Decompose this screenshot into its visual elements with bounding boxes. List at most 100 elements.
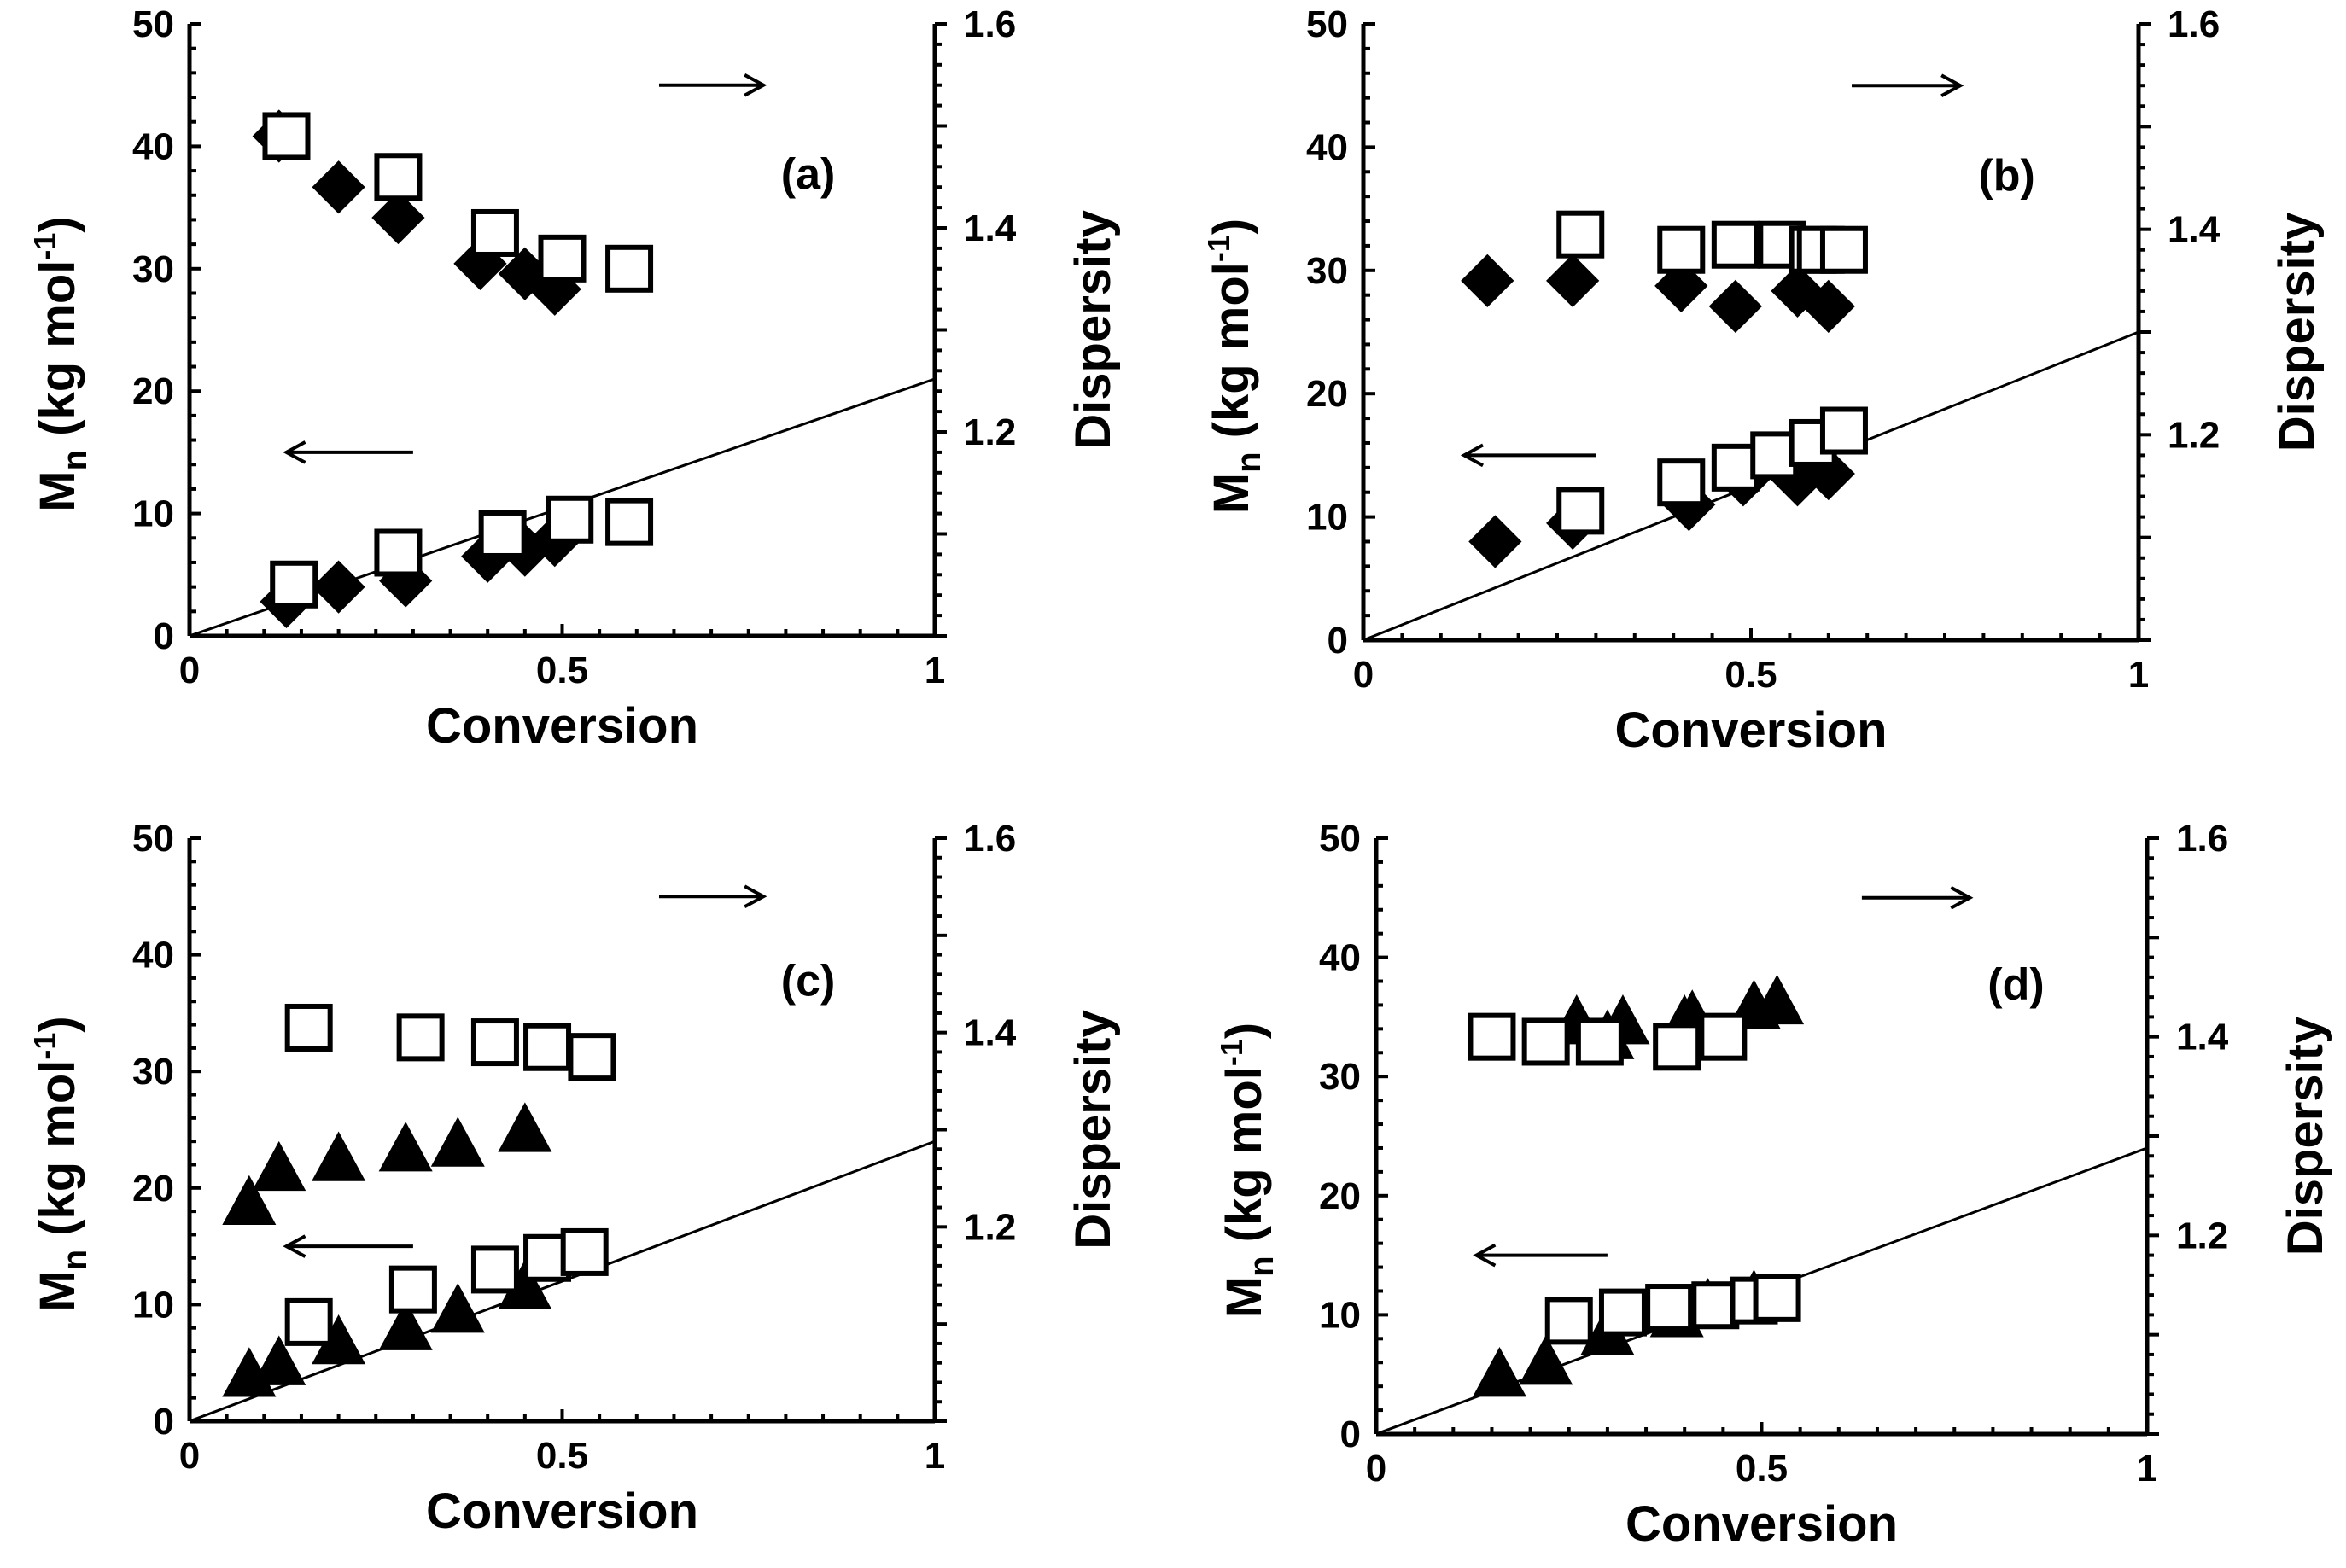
data-point-triangle [222, 1175, 277, 1226]
data-point-diamond [312, 160, 365, 214]
data-point-square [470, 1245, 519, 1294]
mn-axis-arrow-head [283, 440, 306, 464]
data-point-square [478, 510, 527, 558]
y2-axis-title: Dispersity [1065, 210, 1121, 449]
y-axis-title: Mn (kg mol-1) [27, 216, 94, 511]
y-tick-label: 30 [1319, 1056, 1361, 1098]
y2-tick-label: 1.2 [964, 411, 1016, 453]
chart-panel-c: 0 10 20 30 40 50 1.2 1.4 1.6 0 0.5 1 Conversion Mn (k… [27, 818, 1121, 1539]
data-point-square [284, 1003, 333, 1052]
y-axis-title-sup: -1 [1214, 1039, 1249, 1066]
x-tick-label: 0.5 [1736, 1448, 1788, 1489]
y-tick-label: 10 [1319, 1294, 1361, 1336]
data-point-square [470, 1018, 519, 1067]
series-dispersity-open [284, 1003, 616, 1081]
x-tick-label: 0 [179, 1435, 200, 1477]
y-axis-title-sup: -1 [27, 233, 62, 260]
data-point-triangle [252, 1140, 306, 1192]
dispersity-axis-arrow [658, 73, 767, 97]
y-axis-title-unit: (kg mol [30, 1060, 85, 1250]
y-axis-title-sup: -1 [1201, 235, 1236, 262]
y2-tick-label: 1.6 [964, 3, 1016, 45]
y-tick-label: 40 [132, 935, 174, 976]
y-tick-label: 50 [1319, 818, 1361, 860]
dispersity-axis-arrow-head [1950, 886, 1974, 910]
data-point-triangle [1519, 1335, 1573, 1385]
y-axis-title: Mn (kg mol-1) [1214, 1023, 1281, 1318]
data-point-square [1819, 406, 1868, 455]
y2-tick-label: 1.4 [964, 1012, 1017, 1054]
panel-label: (b) [1978, 151, 2034, 201]
data-point-square [538, 234, 586, 283]
data-point-square [388, 1265, 437, 1314]
y2-tick-label: 1.6 [964, 818, 1016, 860]
x-tick-label: 1 [925, 650, 945, 691]
dispersity-axis-arrow [658, 884, 767, 909]
y-axis-title-main: M [30, 1270, 85, 1311]
chart-panel-d: 0 10 20 30 40 50 1.2 1.4 1.6 0 0.5 1 Conversion Mn (k… [1214, 818, 2333, 1552]
chart-panel-b: 0 10 20 30 40 50 1.2 1.4 1.6 0 0.5 1 Conversion Mn (k… [1201, 3, 2325, 758]
data-point-square [1657, 458, 1706, 507]
y-tick-label: 10 [132, 493, 174, 535]
data-point-square [605, 244, 654, 293]
series-dispersity-open [1556, 210, 1868, 274]
y2-tick-label: 1.6 [2176, 818, 2228, 860]
mn-axis-arrow [1460, 443, 1596, 468]
dispersity-axis-arrow-head [1940, 73, 1964, 97]
mn-axis-arrow [1473, 1243, 1608, 1268]
series-dispersity-open [262, 112, 654, 293]
data-point-square [470, 208, 519, 257]
data-point-square [1575, 1017, 1624, 1066]
x-tick-label: 0 [1353, 654, 1374, 696]
x-tick-label: 0.5 [536, 650, 588, 691]
x-tick-label: 0 [179, 650, 200, 691]
y-tick-label: 30 [132, 248, 174, 290]
x-tick-label: 0.5 [1724, 654, 1777, 696]
series-mn-open [1556, 406, 1868, 535]
data-point-square [262, 112, 311, 160]
y2-tick-label: 1.2 [2168, 414, 2220, 456]
y-axis-title: Mn (kg mol-1) [1201, 219, 1268, 514]
data-point-triangle [378, 1122, 433, 1172]
y-tick-label: 10 [132, 1284, 174, 1326]
y2-tick-label: 1.2 [964, 1206, 1016, 1248]
y-tick-label: 40 [1319, 937, 1361, 979]
data-point-square [560, 1227, 609, 1276]
series-mn-open [284, 1227, 609, 1346]
y-tick-label: 30 [132, 1051, 174, 1093]
y-tick-label: 0 [1340, 1414, 1361, 1455]
data-point-square [284, 1297, 333, 1346]
mn-axis-arrow-head [283, 1234, 306, 1258]
y2-axis-title: Dispersity [1065, 1010, 1121, 1249]
data-point-triangle [1750, 974, 1805, 1025]
series-dispersity-open [1468, 1012, 1748, 1071]
series-dispersity-filled [222, 1102, 552, 1226]
y-tick-label: 20 [132, 370, 174, 412]
y-axis-title-main: M [1217, 1277, 1272, 1318]
data-point-diamond [1546, 254, 1600, 307]
dispersity-axis-arrow-head [744, 884, 767, 909]
data-point-square [1544, 1297, 1593, 1345]
y-tick-label: 0 [154, 1401, 174, 1443]
y-tick-label: 50 [132, 3, 174, 45]
data-point-triangle [312, 1131, 366, 1181]
data-point-diamond [371, 190, 425, 245]
y-axis-title-main: M [30, 470, 85, 511]
data-point-square [396, 1013, 445, 1062]
data-point-square [1556, 487, 1605, 535]
y-axis-title-close: ) [1204, 219, 1259, 235]
x-axis-title: Conversion [1625, 1496, 1898, 1552]
chart-panel-a: 0 10 20 30 40 50 1.2 1.4 1.6 0 0.5 1 Conversion Mn (k… [27, 3, 1121, 754]
y-axis-title-close: ) [30, 216, 85, 232]
y-axis-title-unit: (kg mol [1217, 1066, 1272, 1256]
data-point-square [1819, 225, 1868, 274]
data-point-diamond [1801, 279, 1855, 334]
mn-axis-arrow-head [1460, 443, 1484, 468]
y-tick-label: 10 [1306, 497, 1348, 539]
data-point-square [1556, 210, 1605, 259]
y2-tick-label: 1.4 [2176, 1017, 2229, 1058]
y-axis-title-sup: -1 [27, 1033, 62, 1060]
data-point-triangle [430, 1116, 485, 1167]
mn-axis-arrow-head [1473, 1243, 1497, 1268]
